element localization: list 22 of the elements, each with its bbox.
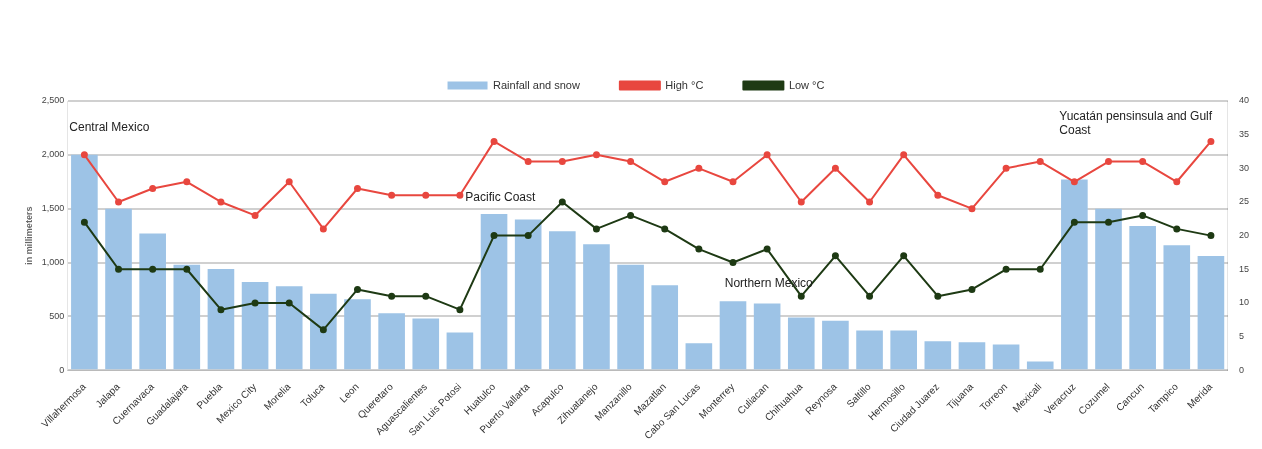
y2-tick-label: 15 (1238, 263, 1249, 274)
y-tick-label: 2,000 (41, 149, 65, 160)
y2-tick-label: 25 (1238, 196, 1249, 207)
y2-tick-label: 10 (1238, 297, 1249, 308)
y-tick-label: 500 (49, 310, 65, 321)
legend-label: Low °C (788, 78, 825, 91)
legend-label: High °C (665, 78, 704, 91)
y2-tick-label: 20 (1238, 230, 1249, 241)
legend-label: Rainfall and snow (493, 78, 580, 91)
y2-tick-label: 40 (1238, 95, 1249, 106)
y2-tick-label: 5 (1238, 331, 1244, 342)
y-tick-label: 0 (59, 364, 65, 375)
y-tick-label: 1,000 (41, 257, 65, 268)
y-tick-label: 1,500 (41, 203, 65, 214)
y-tick-label: 2,500 (41, 95, 65, 106)
annotation: Central Mexico (69, 120, 150, 135)
y-axis-title: in millimeters (23, 206, 34, 265)
annotation: Pacific Coast (465, 190, 537, 205)
annotation: Yucatán pensinsula and Gulf Coast (1059, 109, 1213, 138)
y2-tick-label: 30 (1238, 162, 1249, 173)
y2-tick-label: 0 (1238, 364, 1244, 375)
y2-tick-label: 35 (1238, 129, 1249, 140)
